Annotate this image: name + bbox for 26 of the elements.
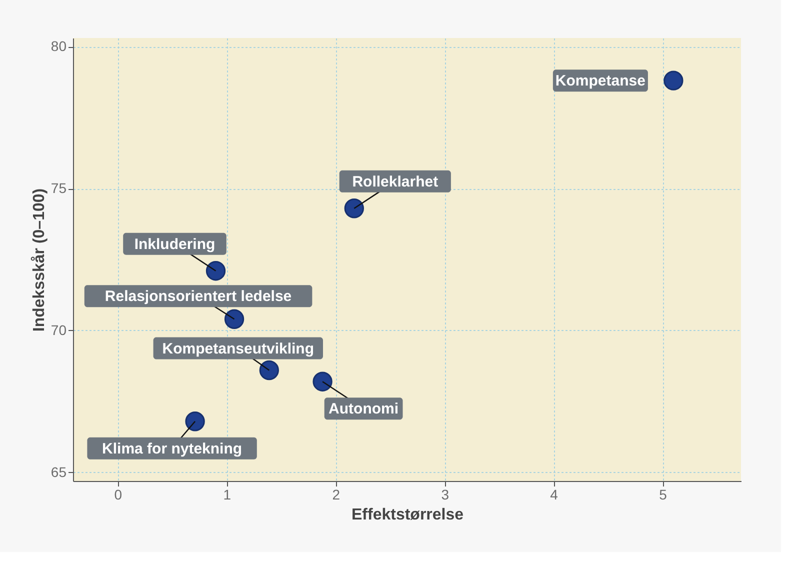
y-tick-label: 75 <box>50 180 67 196</box>
x-tick-label: 3 <box>441 486 450 502</box>
x-tick-label: 2 <box>332 486 340 502</box>
annotation: Kompetanseutvikling <box>162 340 314 358</box>
annotation: Rolleklarhet <box>352 173 438 190</box>
point <box>206 261 226 281</box>
y-tick-label: 70 <box>50 322 67 338</box>
point <box>312 372 332 392</box>
x-tick-label: 0 <box>114 486 122 502</box>
y-tick-label: 65 <box>50 464 67 480</box>
point <box>224 309 244 329</box>
x-tick-label: 5 <box>659 486 668 502</box>
point <box>259 360 279 380</box>
annotation: Klima for nytekning <box>102 440 242 458</box>
annotation: Inkludering <box>134 236 216 253</box>
annotation: Relasjonsorientert ledelse <box>104 288 292 306</box>
annotation: Kompetanse <box>555 72 646 90</box>
x-tick-label: 4 <box>550 486 558 502</box>
annotation: Autonomi <box>328 400 399 418</box>
point <box>185 412 205 432</box>
point <box>664 70 684 90</box>
y-tick-label: 80 <box>50 38 67 54</box>
y-axis-title: Indeksskår (0–100) <box>30 188 48 332</box>
x-axis-title: Effektstørrelse <box>351 506 464 524</box>
x-tick-label: 1 <box>223 486 232 502</box>
point <box>344 198 364 218</box>
